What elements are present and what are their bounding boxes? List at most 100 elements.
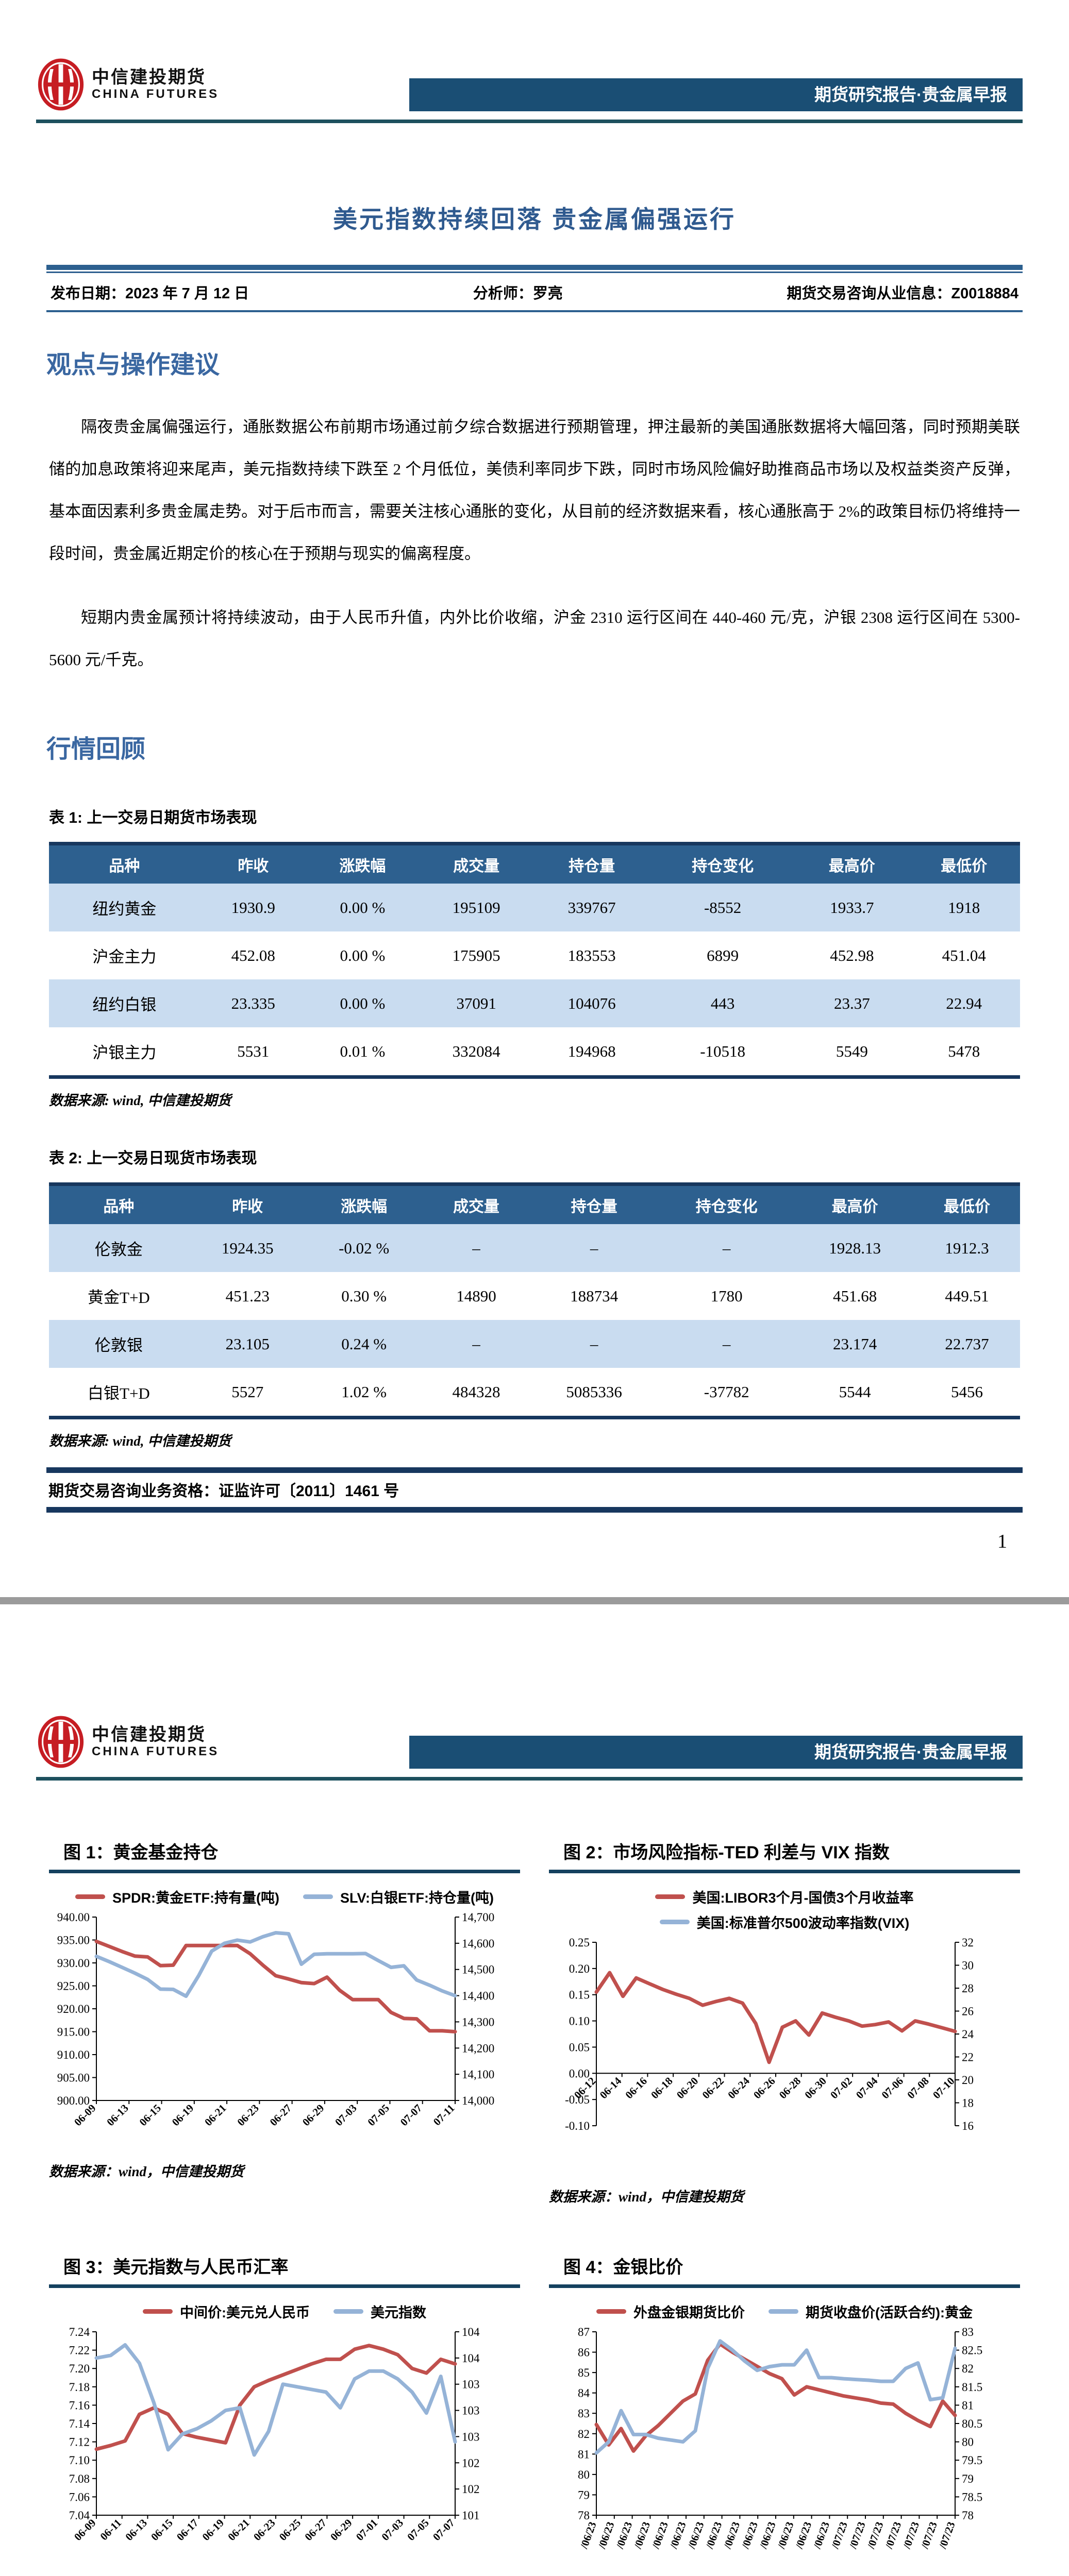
table-cell: 纽约黄金 [92, 900, 157, 918]
svg-text:07-03: 07-03 [379, 2517, 406, 2544]
svg-text:7.12: 7.12 [69, 2436, 90, 2449]
table-header-cell: 持仓变化 [657, 1184, 796, 1224]
table-header-cell: 成交量 [421, 1184, 531, 1224]
table-header-cell: 涨跌幅 [306, 1184, 422, 1224]
svg-text:/07/23: /07/23 [936, 2520, 957, 2551]
table-header-cell: 品种 [49, 843, 200, 884]
svg-text:06-24: 06-24 [725, 2075, 752, 2102]
license-info: 期货交易咨询从业信息：Z0018884 [787, 285, 1018, 302]
figure-3: 图 3：美元指数与人民币汇率 中间价:美元兑人民币 美元指数 7.24 7.22 7.20… [49, 2253, 520, 2576]
table-cell: 伦敦银 [94, 1336, 143, 1354]
table-cell: 0.00 % [340, 898, 386, 917]
svg-text:7.22: 7.22 [69, 2344, 90, 2357]
brand-name-en: CHINA FUTURES [92, 87, 220, 101]
legend-swatch-icon [769, 2309, 798, 2314]
svg-text:104: 104 [462, 2326, 480, 2338]
paragraph-2: 短期内贵金属预计将持续波动，由于人民币升值，内外比价收缩，沪金 2310 运行区… [49, 608, 1020, 669]
svg-text:82: 82 [962, 2362, 974, 2375]
svg-text:83: 83 [962, 2326, 974, 2338]
table-row: 沪金主力 452.08 0.00 % 175905 183553 6899 452.98 45… [49, 931, 1020, 979]
svg-text:935.00: 935.00 [57, 1934, 90, 1947]
figure-plot: 940.00 935.00 930.00 925.00 920.00 915.00 910.… [57, 1911, 495, 2129]
svg-text:86: 86 [578, 2346, 590, 2359]
table-cell: 37091 [456, 994, 496, 1012]
svg-text:06-16: 06-16 [623, 2075, 649, 2102]
footer-rule-bottom [46, 1507, 1023, 1513]
svg-text:06-28: 06-28 [777, 2075, 804, 2102]
figure-4: 图 4：金银比价 外盘金银期货比价 期货收盘价(活跃合约):黄金 87 86 85 84 83… [549, 2253, 1020, 2576]
svg-text:14,700: 14,700 [462, 1911, 494, 1924]
legend-item: 期货收盘价(活跃合约):黄金 [769, 2301, 973, 2321]
table-cell: 452.98 [830, 946, 874, 964]
svg-text:925.00: 925.00 [57, 1980, 90, 1993]
meta-rule-top [46, 265, 1023, 270]
table-cell: 1918 [948, 898, 980, 917]
table-cell: 452.08 [231, 946, 275, 964]
svg-text:07-06: 07-06 [879, 2075, 906, 2102]
table-header-cell: 品种 [49, 1184, 189, 1224]
table-header-cell: 最低价 [908, 843, 1020, 884]
svg-text:16: 16 [962, 2120, 974, 2132]
svg-text:83: 83 [578, 2407, 590, 2420]
svg-text:104: 104 [462, 2352, 480, 2365]
svg-text:06-26: 06-26 [751, 2075, 778, 2102]
table-cell: 5549 [836, 1042, 868, 1060]
figure-title-rule [549, 2284, 1020, 2288]
svg-text:28: 28 [962, 1982, 974, 1995]
table-cell: 5544 [839, 1382, 871, 1401]
table-cell: 0.00 % [340, 946, 386, 964]
legend: 外盘金银期货比价 期货收盘价(活跃合约):黄金 [549, 2301, 1020, 2321]
table-header-cell: 最高价 [796, 843, 908, 884]
figure-title-rule [49, 2284, 520, 2288]
legend-swatch-icon [596, 2309, 626, 2314]
legend-item: 中间价:美元兑人民币 [143, 2301, 310, 2321]
table2-caption: 表 2: 上一交易日现货市场表现 [49, 1150, 257, 1167]
page-2: 中信建投期货 CHINA FUTURES 期货研究报告·贵金属早报 图 1：黄金… [0, 1604, 1069, 2576]
legend-swatch-icon [659, 1920, 690, 1924]
page-number: 1 [997, 1531, 1007, 1552]
table-cell: -37782 [704, 1382, 749, 1401]
table-cell: 14890 [456, 1286, 496, 1305]
futures-market-table: 品种 昨收 涨跌幅 成交量 持仓量 持仓变化 最高价 最低价 纽约黄金 1930.9 0.00 % 1… [49, 842, 1020, 1079]
svg-text:7.14: 7.14 [69, 2417, 90, 2430]
table-row: 沪银主力 5531 0.01 % 332084 194968 -10518 5549 5478 [49, 1027, 1020, 1077]
svg-text:79: 79 [578, 2488, 590, 2501]
table-header-cell: 最高价 [796, 1184, 914, 1224]
svg-text:-0.10: -0.10 [565, 2120, 590, 2132]
table-cell: 23.335 [231, 994, 275, 1012]
svg-text:07-03: 07-03 [332, 2102, 359, 2129]
svg-text:80: 80 [962, 2436, 974, 2449]
svg-text:0.10: 0.10 [569, 2015, 590, 2028]
svg-text:06-23: 06-23 [235, 2102, 261, 2129]
table-cell: 22.94 [946, 994, 982, 1012]
legend-item: 美元指数 [333, 2301, 426, 2321]
svg-text:18: 18 [962, 2097, 974, 2110]
meta-bar: 发布日期：2023 年 7 月 12 日 分析师：罗亮 期货交易咨询从业信息：Z… [46, 265, 1023, 312]
table-cell: 伦敦金 [94, 1241, 143, 1259]
figure-source: 数据来源：wind，中信建投期货 [49, 2164, 244, 2179]
analyst: 分析师：罗亮 [473, 285, 563, 302]
svg-text:81.5: 81.5 [962, 2381, 982, 2394]
legend-item: SLV:白银ETF:持仓量(吨) [303, 1887, 494, 1907]
table1-caption: 表 1: 上一交易日期货市场表现 [49, 809, 257, 826]
svg-text:07-07: 07-07 [398, 2102, 425, 2129]
table-cell: – [472, 1239, 480, 1257]
svg-text:7.24: 7.24 [69, 2326, 90, 2338]
table-cell: 23.105 [225, 1334, 270, 1353]
svg-text:905.00: 905.00 [57, 2072, 90, 2084]
svg-text:84: 84 [578, 2387, 590, 2400]
svg-text:910.00: 910.00 [57, 2048, 90, 2061]
table-header-cell: 成交量 [419, 843, 534, 884]
table-cell: 0.30 % [341, 1286, 387, 1305]
svg-text:06-15: 06-15 [148, 2517, 175, 2544]
table-cell: 1912.3 [945, 1239, 989, 1257]
table-header-row: 品种 昨收 涨跌幅 成交量 持仓量 持仓变化 最高价 最低价 [49, 1184, 1020, 1224]
legend-swatch-icon [143, 2309, 173, 2314]
svg-text:06-14: 06-14 [597, 2075, 624, 2102]
table-cell: 沪银主力 [92, 1044, 157, 1062]
svg-text:14,600: 14,600 [462, 1937, 494, 1950]
table-cell: – [472, 1334, 480, 1353]
publish-date: 发布日期：2023 年 7 月 12 日 [51, 285, 249, 302]
legend-label: SPDR:黄金ETF:持有量(吨) [112, 1890, 279, 1906]
legend-label: 外盘金银期货比价 [633, 2305, 745, 2320]
